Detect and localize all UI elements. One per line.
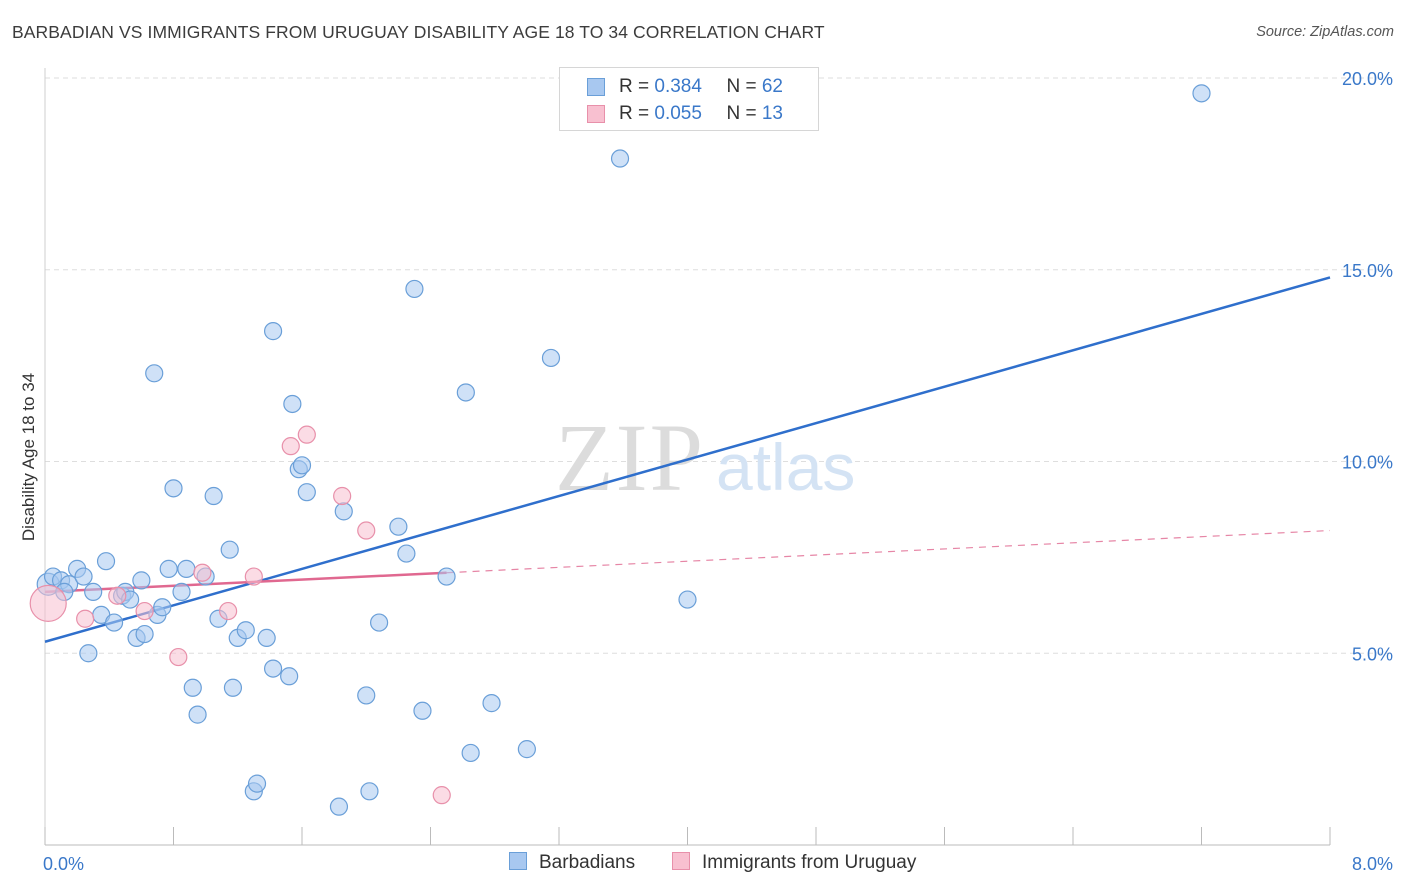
barbadians-point [360, 782, 379, 801]
legend-swatch-blue [509, 852, 527, 870]
barbadians-point [135, 624, 154, 644]
barbadians-point [283, 394, 302, 414]
uruguay-point [297, 425, 316, 444]
barbadians-point [413, 701, 432, 720]
legend-r-label: R = [619, 103, 655, 124]
axes [44, 68, 1331, 846]
uruguay-point [193, 563, 212, 582]
barbadians-point [74, 567, 93, 586]
y-tick-label: 15.0% [1342, 261, 1393, 281]
barbadians-point [456, 383, 475, 402]
barbadians-point [164, 479, 183, 498]
barbadians-point [397, 544, 416, 563]
legend-label-uruguay: Immigrants from Uruguay [702, 852, 917, 873]
legend-n-value: 62 [761, 76, 783, 97]
barbadians-point [263, 322, 283, 341]
watermark: ZIP atlas [555, 404, 855, 511]
y-tick-label: 10.0% [1342, 453, 1393, 473]
uruguay-point [135, 601, 154, 621]
barbadians-point [1192, 84, 1211, 103]
legend-label-barbadians: Barbadians [539, 852, 636, 873]
uruguay-point [76, 609, 95, 628]
barbadians-point [104, 613, 124, 632]
barbadians-point [370, 613, 389, 632]
barbadians-point [172, 582, 191, 601]
legend-n-value: 13 [761, 103, 783, 124]
correlation-legend: R = 0.384 N = 62 R = 0.055 N = 13 [559, 67, 819, 131]
legend-r-value: 0.055 [654, 103, 702, 124]
barbadians-point [220, 540, 239, 559]
uruguay-trend-extension [446, 529, 1331, 574]
barbadians-point [297, 483, 316, 502]
uruguay-point [432, 786, 451, 805]
barbadians-point [257, 628, 276, 648]
barbadians-trend-line [44, 276, 1331, 643]
barbadians-point [177, 559, 196, 578]
barbadians-point [188, 705, 207, 724]
barbadians-point [461, 743, 480, 763]
barbadians-point [263, 659, 283, 678]
trend-lines [44, 276, 1331, 643]
legend-barbadians[interactable]: Barbadians [509, 852, 635, 874]
barbadians-point [405, 279, 424, 299]
uruguay-point [169, 647, 188, 667]
barbadians-point [280, 667, 299, 686]
barbadians-point [610, 149, 630, 168]
barbadians-point [357, 686, 376, 705]
chart-source: Source: ZipAtlas.com [1256, 24, 1394, 40]
barbadians-point [517, 740, 536, 759]
x-tick-label: 8.0% [1352, 854, 1393, 874]
uruguay-points [29, 425, 451, 805]
y-tick-label: 5.0% [1352, 644, 1393, 664]
barbadians-points [36, 84, 1211, 816]
barbadians-point [159, 559, 178, 578]
watermark-atlas: atlas [716, 430, 855, 504]
chart-title: BARBADIAN VS IMMIGRANTS FROM URUGUAY DIS… [12, 22, 825, 42]
x-tick-label: 0.0% [43, 854, 84, 874]
barbadians-point [482, 694, 501, 713]
uruguay-point [108, 586, 127, 605]
barbadians-point [84, 582, 103, 601]
barbadians-point [204, 486, 223, 506]
barbadians-point [541, 348, 561, 368]
barbadians-point [292, 456, 312, 475]
uruguay-point [219, 601, 238, 621]
uruguay-point [29, 584, 67, 622]
legend-n-label: N = [726, 103, 762, 124]
barbadians-point [236, 621, 255, 640]
legend-n-label: N = [726, 76, 762, 97]
barbadians-point [153, 598, 172, 617]
barbadians-point [145, 364, 164, 383]
barbadians-point [389, 517, 408, 536]
barbadians-point [132, 571, 151, 590]
legend-uruguay[interactable]: Immigrants from Uruguay [672, 852, 916, 874]
uruguay-point [244, 567, 263, 586]
barbadians-point [79, 644, 98, 663]
grid-lines [45, 77, 1392, 654]
y-axis-title: Disability Age 18 to 34 [19, 373, 38, 541]
legend-r-value: 0.384 [654, 76, 702, 97]
tick-labels: 5.0% 10.0% 15.0% 20.0% 0.0% 8.0% [43, 69, 1393, 874]
barbadians-point [437, 567, 456, 586]
legend-r-label: R = [619, 76, 655, 97]
barbadians-point [329, 797, 349, 816]
barbadians-point [334, 502, 353, 521]
barbadians-point [183, 678, 202, 697]
y-tick-label: 20.0% [1342, 69, 1393, 89]
barbadians-point [247, 774, 267, 793]
uruguay-point [281, 437, 300, 456]
uruguay-point [333, 486, 352, 506]
legend-swatch-blue [587, 78, 605, 96]
uruguay-point [357, 521, 376, 540]
barbadians-point [678, 590, 697, 609]
legend-swatch-pink [672, 852, 690, 870]
watermark-zip: ZIP [555, 404, 705, 511]
legend-swatch-pink [587, 105, 605, 123]
barbadians-point [223, 678, 243, 697]
barbadians-point [96, 552, 116, 571]
